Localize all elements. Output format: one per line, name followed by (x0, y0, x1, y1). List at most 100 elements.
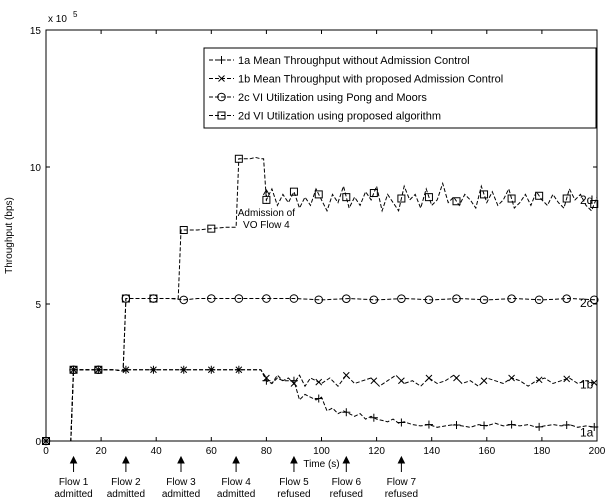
square-marker (590, 199, 599, 208)
square-marker (424, 193, 433, 202)
square-marker (397, 194, 406, 203)
square-marker (69, 365, 78, 374)
cross-marker (398, 377, 405, 385)
circle-marker (314, 295, 324, 305)
series-layer: 1a 1b 2c 2d (41, 154, 599, 446)
plus-marker (590, 422, 599, 431)
flow-event-line2: admitted (107, 489, 145, 500)
circle-marker (234, 294, 244, 303)
circle-marker (534, 295, 544, 305)
x-tick-label: 40 (151, 446, 163, 457)
flow-event-line1: Flow 3 (166, 477, 196, 488)
x-tick-label: 160 (478, 446, 495, 457)
flow-event-arrow-head (69, 455, 78, 464)
plus-marker (507, 420, 516, 429)
circle-marker (217, 92, 226, 102)
y-tick-label: 0 (35, 437, 41, 448)
flow-event-arrow-head (122, 455, 130, 464)
square-marker (535, 191, 544, 200)
circle-marker (289, 294, 299, 303)
square-marker (217, 111, 226, 120)
cross-marker-b (207, 366, 215, 374)
cross-marker (218, 75, 225, 82)
x-tick-label: 120 (368, 446, 385, 457)
flow-event-line1: Flow 5 (279, 477, 309, 488)
series-line-2d (46, 156, 598, 442)
series-1a: 1a (42, 365, 599, 445)
flow-event-line1: Flow 6 (332, 477, 362, 488)
x-tick-label: 140 (423, 446, 440, 457)
cross-marker (235, 366, 243, 374)
series-tag-1b: 1b (580, 377, 594, 391)
cross-marker (535, 376, 543, 384)
flow-event-line2: refused (330, 489, 363, 500)
cross-marker (342, 371, 350, 379)
circle-marker (179, 295, 189, 305)
circle-marker (262, 294, 271, 303)
x-tick-label: 0 (43, 446, 49, 457)
x-tick-label: 60 (206, 446, 218, 457)
flow-event-line1: Flow 7 (387, 477, 417, 488)
series-line-1b (46, 369, 598, 442)
square-marker (480, 190, 489, 199)
x-tick-label: 180 (534, 446, 551, 457)
cross-marker (563, 375, 571, 383)
circle-marker (397, 294, 406, 303)
cross-marker-b (122, 366, 130, 374)
flow-event-line2: refused (385, 489, 418, 500)
cross-marker-b (218, 75, 225, 82)
plus-marker (342, 408, 351, 417)
legend-entry: 1b Mean Throughput with proposed Admissi… (209, 74, 503, 86)
square-marker (507, 194, 516, 203)
square-marker (369, 189, 378, 198)
flow-event-line2: refused (277, 489, 310, 500)
legend-label: 2c VI Utilization using Pong and Moors (238, 92, 427, 104)
legend-label: 1b Mean Throughput with proposed Admissi… (238, 74, 503, 86)
cross-marker-b (425, 374, 433, 382)
y-tick-label: 5 (35, 300, 41, 311)
plus-marker (535, 422, 544, 431)
flow-event-arrow-head (232, 455, 240, 464)
series-2c: 2c (41, 294, 599, 446)
cross-marker (370, 377, 378, 385)
x-tick-label: 100 (313, 446, 330, 457)
circle-marker (479, 295, 489, 305)
circle-marker (341, 294, 351, 303)
cross-marker (263, 374, 270, 382)
square-marker (121, 294, 130, 303)
legend-label: 1a Mean Throughput without Admission Con… (238, 55, 470, 67)
square-marker (562, 194, 571, 203)
flow-event-line1: Flow 1 (59, 477, 89, 488)
annotation-text-line1: Admission of (238, 208, 295, 219)
cross-marker-b (263, 374, 270, 382)
plus-marker (452, 421, 461, 430)
cross-marker-b (342, 371, 350, 379)
cross-marker (425, 374, 433, 382)
cross-marker-b (563, 375, 571, 383)
cross-marker (453, 374, 460, 382)
square-marker (234, 154, 243, 163)
y-axis-label: Throughput (bps) (4, 197, 15, 274)
cross-marker (315, 378, 323, 386)
series-line-2c (46, 297, 598, 442)
circle-marker (589, 295, 599, 305)
square-marker (94, 365, 103, 374)
cross-marker-b (370, 377, 378, 385)
legend-entry: 2c VI Utilization using Pong and Moors (209, 92, 427, 104)
y-multiplier-label: x 10 (48, 14, 67, 25)
cross-marker-b (480, 377, 488, 385)
plus-marker (314, 394, 323, 403)
plus-marker (480, 421, 489, 430)
cross-marker-b (590, 379, 598, 387)
square-marker (179, 226, 188, 235)
legend: 1a Mean Throughput without Admission Con… (203, 47, 597, 129)
plus-marker (369, 413, 378, 422)
plus-marker (397, 418, 406, 427)
series-2d: 2d (42, 154, 599, 445)
